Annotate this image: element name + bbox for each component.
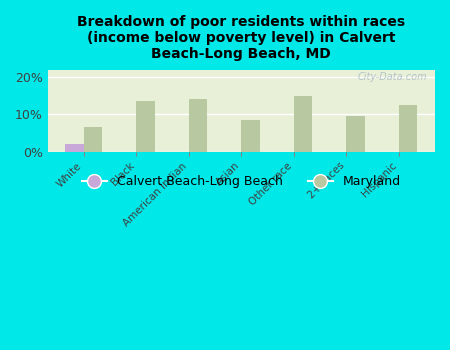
Title: Breakdown of poor residents within races
(income below poverty level) in Calvert: Breakdown of poor residents within races… xyxy=(77,15,405,61)
Bar xyxy=(65,144,84,152)
Text: City-Data.com: City-Data.com xyxy=(358,72,427,82)
Bar xyxy=(346,116,365,152)
Bar xyxy=(136,101,155,152)
Legend: Calvert Beach-Long Beach, Maryland: Calvert Beach-Long Beach, Maryland xyxy=(76,169,407,195)
Bar xyxy=(294,96,312,152)
Bar xyxy=(84,127,102,152)
Bar xyxy=(399,105,418,152)
Bar xyxy=(241,120,260,152)
Bar xyxy=(189,99,207,152)
